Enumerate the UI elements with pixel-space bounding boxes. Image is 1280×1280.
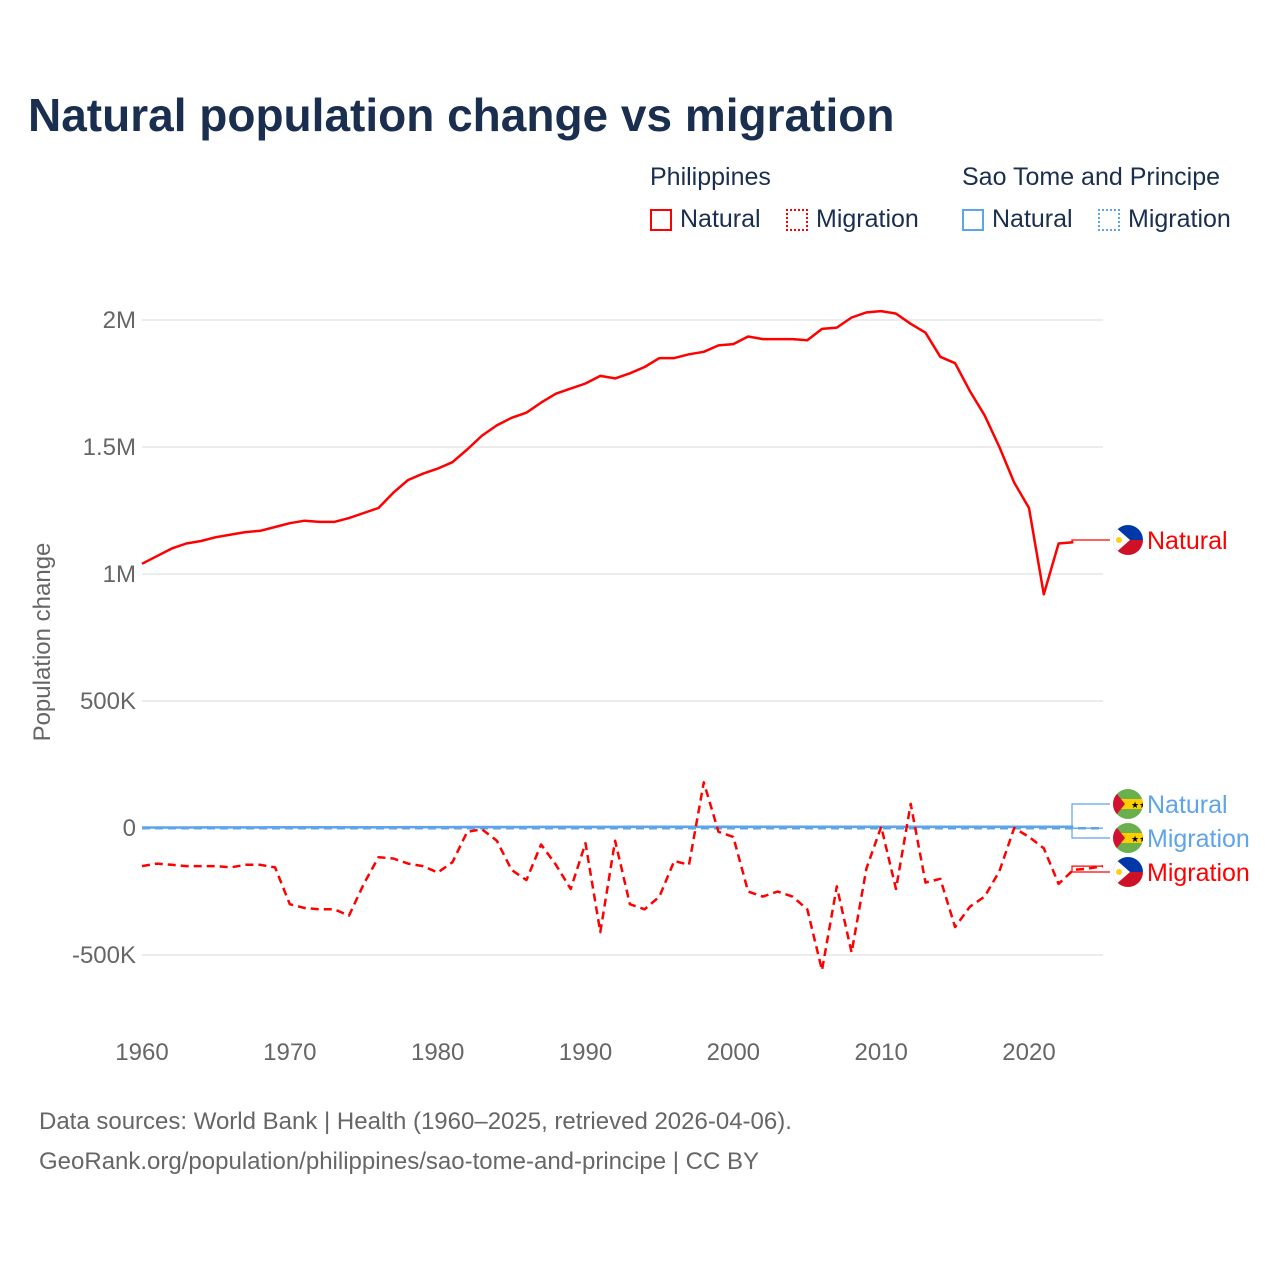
label-connector <box>1071 539 1110 543</box>
label-connector <box>1071 827 1110 839</box>
y-tick-label: 2M <box>103 307 136 334</box>
footer-sources: Data sources: World Bank | Health (1960–… <box>39 1108 792 1135</box>
legend-swatch-dotted <box>786 208 808 231</box>
series-line-sao-tome-and-principe-natural <box>142 825 1074 829</box>
legend-swatch-solid <box>650 208 672 231</box>
x-tick-label: 1970 <box>263 1039 316 1066</box>
x-tick-label: 1990 <box>559 1039 612 1066</box>
legend-sao-tome-natural[interactable]: Natural <box>962 205 1073 234</box>
legend-label: Natural <box>992 205 1073 233</box>
philippines-flag-icon <box>1113 857 1143 887</box>
legend-sao-tome-migration[interactable]: Migration <box>1098 205 1231 234</box>
y-tick-label: 1.5M <box>83 434 136 461</box>
y-tick-label: 1M <box>103 561 136 588</box>
footer-link[interactable]: GeoRank.org/population/philippines/sao-t… <box>39 1148 759 1175</box>
series-line-philippines-natural <box>141 309 1074 596</box>
legend-group-sao-tome: Sao Tome and Principe <box>962 163 1221 191</box>
legend-swatch-solid <box>962 208 984 231</box>
label-connector <box>1071 865 1110 873</box>
y-tick-label: -500K <box>72 942 136 969</box>
y-axis-title: Population change <box>29 543 56 742</box>
x-tick-label: 1960 <box>115 1039 168 1066</box>
label-connector <box>1071 803 1110 828</box>
series-end-label: Natural <box>1147 791 1228 819</box>
legend-group-philippines: Philippines <box>650 163 771 191</box>
legend-label: Migration <box>1128 205 1231 233</box>
x-tick-label: 2020 <box>1002 1039 1055 1066</box>
legend-philippines-migration[interactable]: Migration <box>786 205 919 234</box>
y-tick-label: 0 <box>123 815 136 842</box>
x-tick-label: 2010 <box>854 1039 907 1066</box>
x-tick-label: 1980 <box>411 1039 464 1066</box>
svg-text:★★: ★★ <box>1131 800 1147 810</box>
sao-tome-flag-icon: ★★ <box>1113 823 1147 853</box>
legend-swatch-dotted <box>1098 208 1120 231</box>
x-tick-label: 2000 <box>707 1039 760 1066</box>
legend-philippines-natural[interactable]: Natural <box>650 205 761 234</box>
series-end-label: Migration <box>1147 825 1250 853</box>
series-line-philippines-migration <box>141 781 1104 972</box>
series-end-label: Migration <box>1147 859 1250 887</box>
y-tick-label: 500K <box>80 688 136 715</box>
philippines-flag-icon <box>1113 525 1143 555</box>
legend-label: Natural <box>680 205 761 233</box>
sao-tome-flag-icon: ★★ <box>1113 789 1147 819</box>
series-end-label: Natural <box>1147 527 1228 555</box>
legend-label: Migration <box>816 205 919 233</box>
chart-title: Natural population change vs migration <box>28 89 895 141</box>
svg-text:★★: ★★ <box>1131 834 1147 844</box>
